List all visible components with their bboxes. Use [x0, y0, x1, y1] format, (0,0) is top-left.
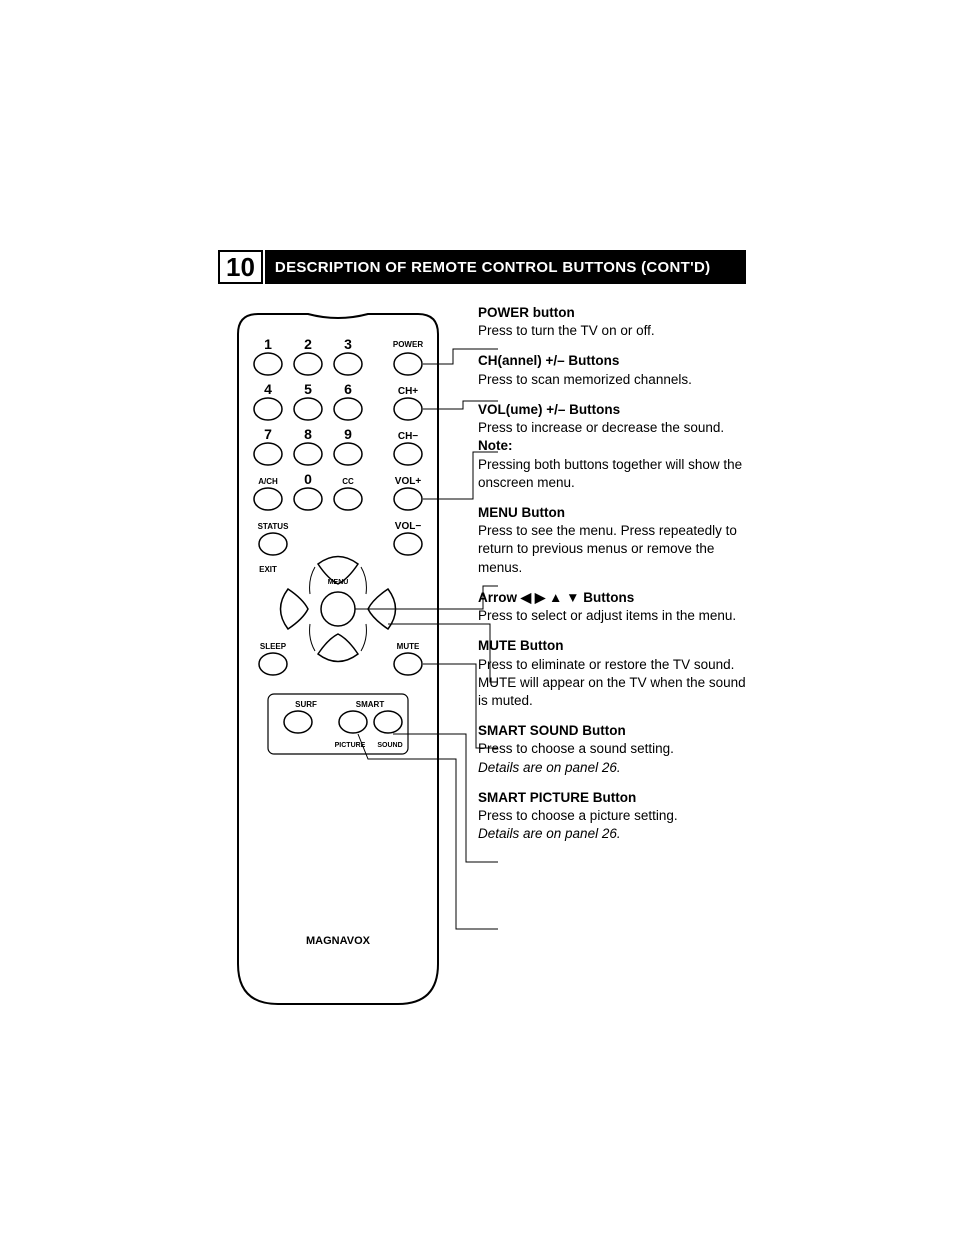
desc-title: SMART PICTURE Button: [478, 789, 746, 807]
svg-text:0: 0: [304, 471, 312, 487]
btn-sleep: SLEEP: [259, 642, 287, 675]
desc-smart-picture: SMART PICTURE Button Press to choose a p…: [478, 789, 746, 844]
svg-text:7: 7: [264, 426, 272, 442]
svg-text:6: 6: [344, 381, 352, 397]
desc-details: Details are on panel 26.: [478, 759, 746, 777]
svg-text:EXIT: EXIT: [259, 565, 277, 574]
btn-vol-plus: VOL+: [394, 476, 422, 510]
label-smart: SMART: [356, 700, 385, 709]
svg-text:CH+: CH+: [398, 386, 418, 397]
svg-text:VOL+: VOL+: [395, 476, 422, 487]
btn-cc: CC: [334, 477, 362, 510]
desc-body: Press to select or adjust items in the m…: [478, 607, 746, 625]
label-surf: SURF: [295, 700, 317, 709]
desc-title: MUTE Button: [478, 637, 746, 655]
desc-body: Press to scan memorized channels.: [478, 371, 746, 389]
brand-label: MAGNAVOX: [306, 935, 371, 947]
desc-title: Arrow ◀ ▶ ▲ ▼ Buttons: [478, 589, 746, 607]
btn-9: 9: [334, 426, 362, 465]
desc-body: Press to choose a sound setting.: [478, 740, 746, 758]
svg-text:VOL−: VOL−: [395, 521, 422, 532]
header-row: 10 DDESCRIPTION OF REMOTE CONTROL BUTTON…: [218, 250, 746, 284]
main-row: 1 2 3 POWER 4: [218, 304, 746, 1024]
desc-body: Press to see the menu. Press repeatedly …: [478, 522, 746, 577]
btn-smart-picture: [339, 711, 367, 733]
header-title: DDESCRIPTION OF REMOTE CONTROL BUTTONS (…: [265, 250, 746, 284]
svg-text:8: 8: [304, 426, 312, 442]
btn-vol-minus: VOL−: [394, 521, 422, 555]
desc-body: Press to choose a picture setting.: [478, 807, 746, 825]
svg-text:A/CH: A/CH: [258, 477, 278, 486]
desc-channel: CH(annel) +/– Buttons Press to scan memo…: [478, 352, 746, 388]
remote-diagram: 1 2 3 POWER 4: [218, 304, 458, 1024]
remote-svg: 1 2 3 POWER 4: [218, 304, 458, 1024]
btn-power: POWER: [393, 340, 423, 375]
page-container: 10 DDESCRIPTION OF REMOTE CONTROL BUTTON…: [218, 250, 746, 1024]
btn-ch-minus: CH−: [394, 431, 422, 465]
svg-text:CC: CC: [342, 477, 354, 486]
desc-body: Press to eliminate or restore the TV sou…: [478, 656, 746, 711]
btn-status: STATUS: [258, 522, 289, 555]
desc-body: Press to turn the TV on or off.: [478, 322, 746, 340]
svg-text:5: 5: [304, 381, 312, 397]
svg-text:2: 2: [304, 336, 312, 352]
btn-4: 4: [254, 381, 282, 420]
btn-ach: A/CH: [254, 477, 282, 510]
svg-text:CH−: CH−: [398, 431, 418, 442]
descriptions-column: POWER button Press to turn the TV on or …: [478, 304, 746, 1024]
desc-arrow: Arrow ◀ ▶ ▲ ▼ Buttons Press to select or…: [478, 589, 746, 625]
svg-text:3: 3: [344, 336, 352, 352]
desc-title: VOL(ume) +/– Buttons: [478, 401, 746, 419]
btn-1: 1: [254, 336, 282, 375]
desc-smart-sound: SMART SOUND Button Press to choose a sou…: [478, 722, 746, 777]
desc-menu: MENU Button Press to see the menu. Press…: [478, 504, 746, 577]
svg-text:POWER: POWER: [393, 340, 423, 349]
desc-power: POWER button Press to turn the TV on or …: [478, 304, 746, 340]
desc-body: Press to increase or decrease the sound.: [478, 419, 746, 437]
btn-8: 8: [294, 426, 322, 465]
page-number: 10: [218, 250, 263, 284]
btn-3: 3: [334, 336, 362, 375]
svg-text:4: 4: [264, 381, 272, 397]
svg-text:1: 1: [264, 336, 272, 352]
desc-note-label: Note:: [478, 437, 746, 455]
label-picture: PICTURE: [335, 742, 366, 749]
btn-ch-plus: CH+: [394, 386, 422, 420]
desc-title: SMART SOUND Button: [478, 722, 746, 740]
btn-0: 0: [294, 471, 322, 510]
btn-mute: MUTE: [394, 642, 422, 675]
btn-5: 5: [294, 381, 322, 420]
desc-title: CH(annel) +/– Buttons: [478, 352, 746, 370]
svg-text:9: 9: [344, 426, 352, 442]
label-sound: SOUND: [377, 742, 402, 749]
btn-7: 7: [254, 426, 282, 465]
desc-details: Details are on panel 26.: [478, 825, 746, 843]
btn-smart-sound: [374, 711, 402, 733]
btn-surf: [284, 711, 312, 733]
btn-2: 2: [294, 336, 322, 375]
desc-title: MENU Button: [478, 504, 746, 522]
svg-text:STATUS: STATUS: [258, 522, 289, 531]
svg-text:SLEEP: SLEEP: [260, 642, 287, 651]
desc-mute: MUTE Button Press to eliminate or restor…: [478, 637, 746, 710]
desc-note-body: Pressing both buttons together will show…: [478, 456, 746, 492]
svg-text:MUTE: MUTE: [397, 642, 420, 651]
btn-6: 6: [334, 381, 362, 420]
desc-title: POWER button: [478, 304, 746, 322]
desc-volume: VOL(ume) +/– Buttons Press to increase o…: [478, 401, 746, 492]
